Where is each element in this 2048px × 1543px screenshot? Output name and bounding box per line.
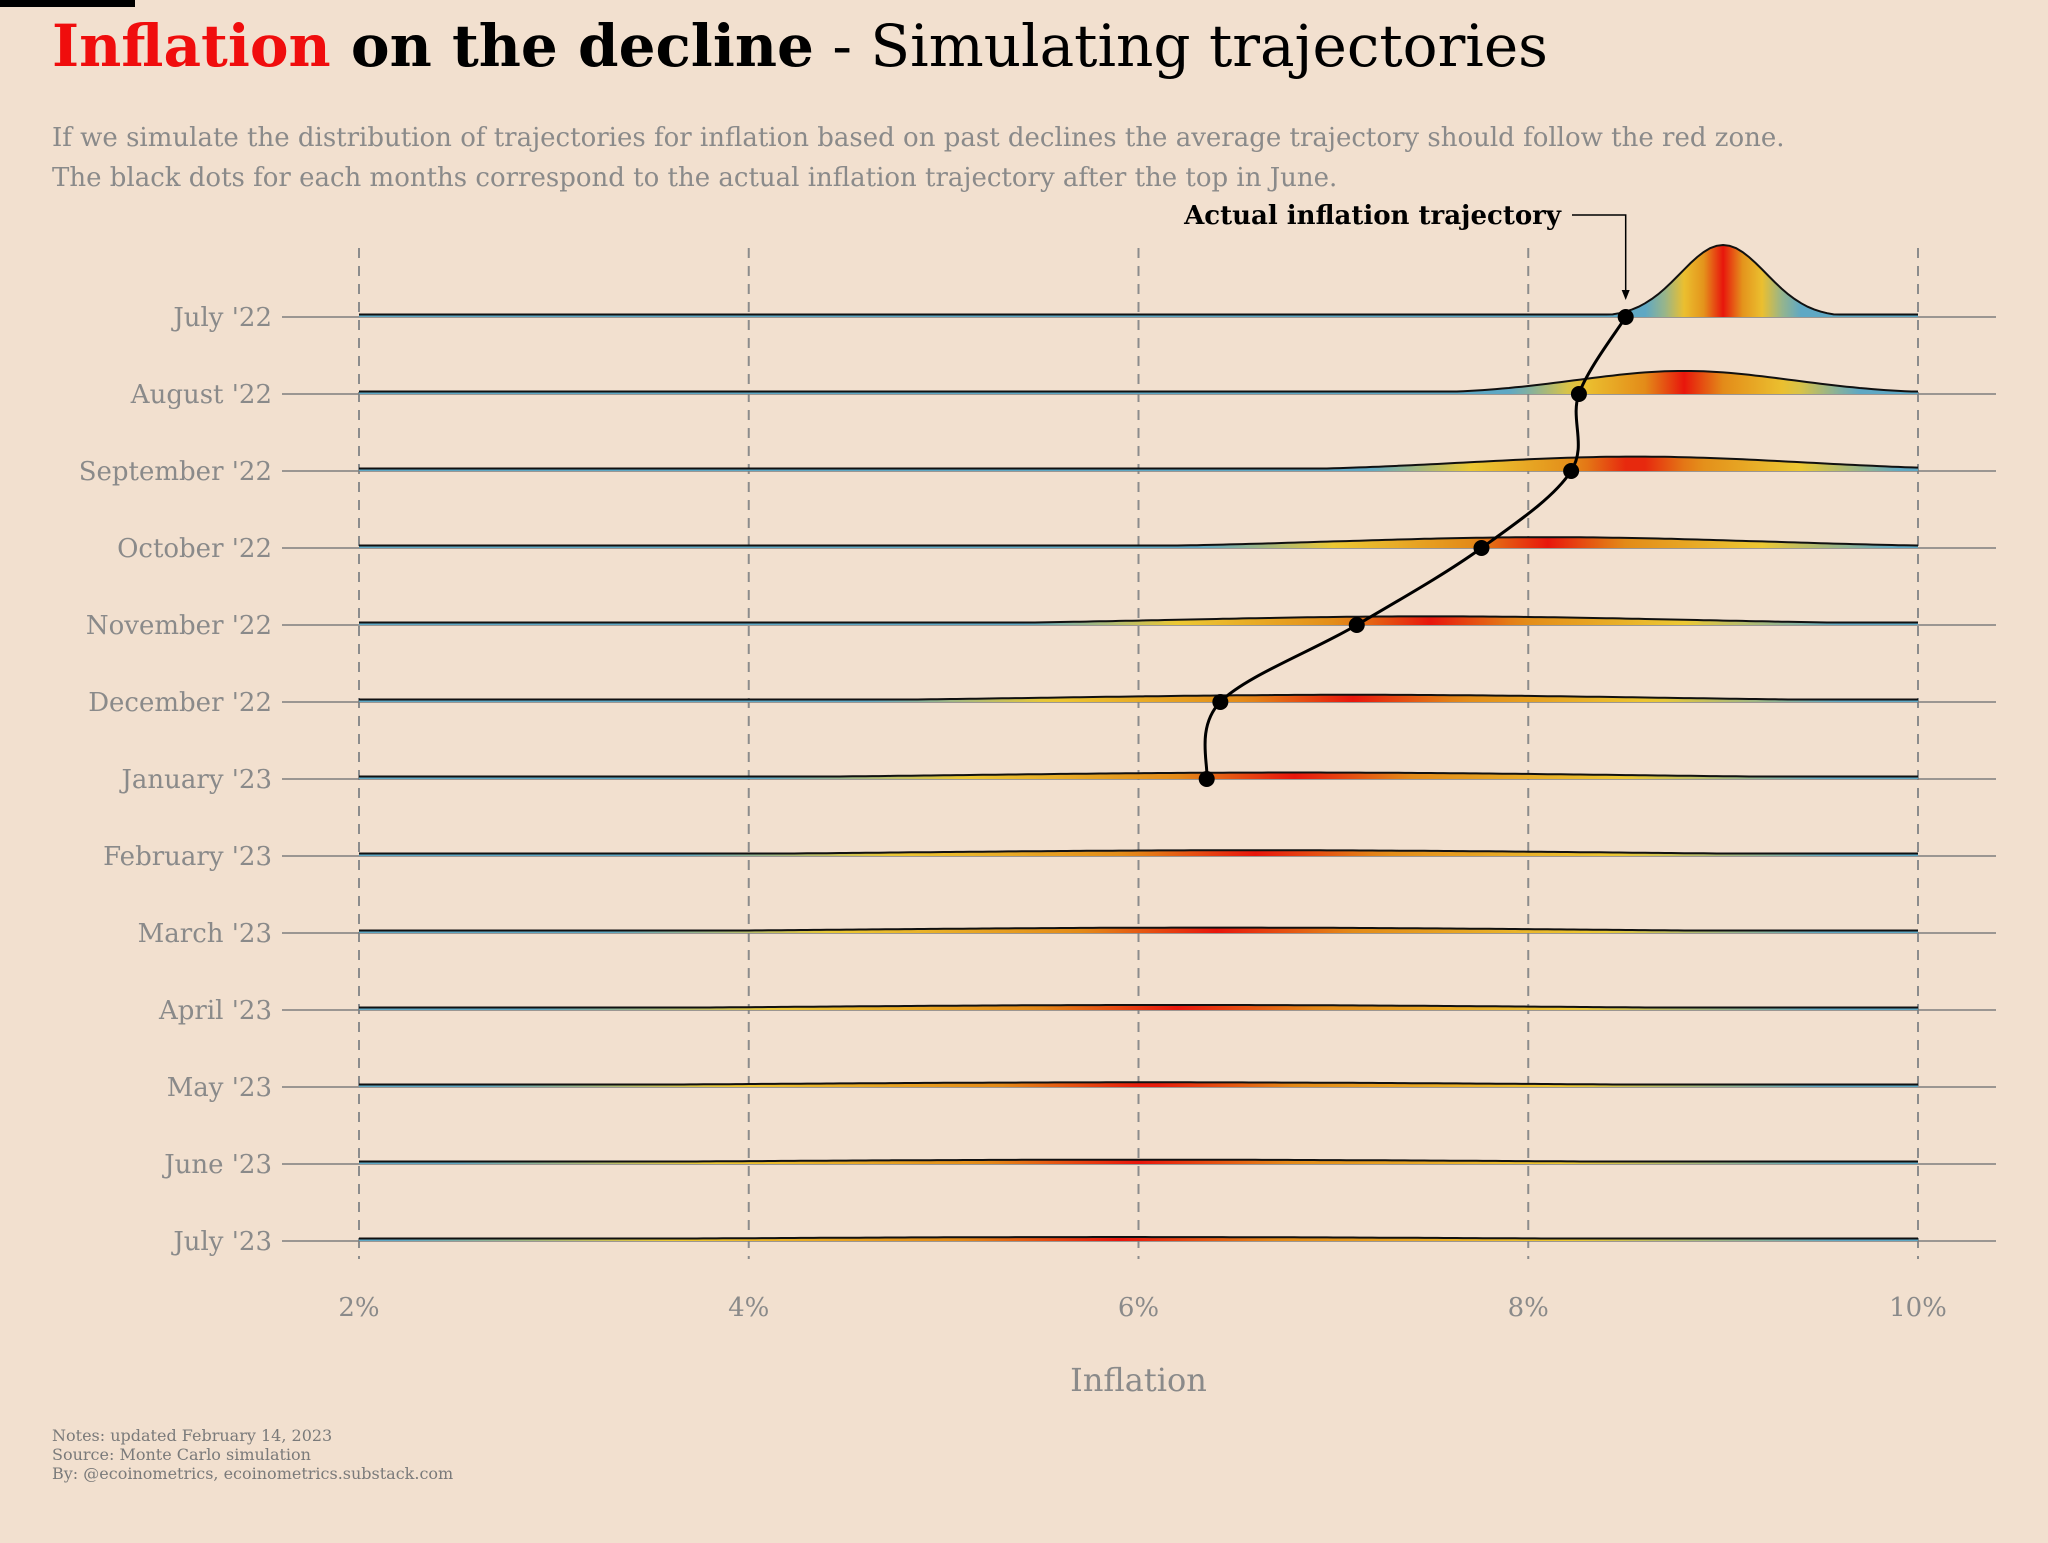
density-fill-11 <box>359 1159 1918 1164</box>
trajectory-point-1 <box>1570 386 1587 402</box>
top-accent-bar <box>0 0 135 7</box>
footer-notes: Notes: updated February 14, 2023 <box>52 1426 333 1445</box>
density-fill-9 <box>359 1005 1918 1010</box>
density-outline-6 <box>359 771 1918 778</box>
row-label-4: November '22 <box>86 611 272 641</box>
density-fill-10 <box>359 1082 1918 1087</box>
density-outline-11 <box>359 1158 1918 1163</box>
page-title: Inflation on the decline - Simulating tr… <box>52 10 1548 82</box>
x-tick-label-2: 6% <box>1118 1293 1159 1323</box>
trajectory-point-3 <box>1473 540 1490 556</box>
row-label-10: May '23 <box>167 1073 272 1103</box>
footer-source: Source: Monte Carlo simulation <box>52 1445 311 1464</box>
row-label-7: February '23 <box>103 842 272 872</box>
footer: Notes: updated February 14, 2023 Source:… <box>52 1426 453 1483</box>
density-outline-1 <box>359 370 1918 393</box>
title-highlight: Inflation <box>52 12 331 80</box>
x-tick-label-0: 2% <box>338 1293 379 1323</box>
row-label-8: March '23 <box>138 919 272 949</box>
trajectory-point-5 <box>1212 694 1229 710</box>
density-outline-3 <box>359 536 1919 547</box>
density-outline-0 <box>359 243 1918 316</box>
annotation-text: Actual inflation trajectory <box>1183 201 1562 231</box>
density-outline-2 <box>359 455 1919 470</box>
density-ridges <box>282 243 1996 1242</box>
x-tick-label-4: 10% <box>1889 1293 1947 1323</box>
density-outline-12 <box>359 1236 1918 1240</box>
row-label-6: January '23 <box>118 765 272 795</box>
row-label-1: August '22 <box>130 380 272 410</box>
subtitle-line-2: The black dots for each months correspon… <box>52 163 1338 193</box>
row-label-11: June '23 <box>161 1150 272 1180</box>
row-label-0: July '22 <box>170 303 272 333</box>
density-fill-12 <box>359 1237 1918 1241</box>
trajectory-point-6 <box>1198 771 1215 787</box>
trajectory-point-2 <box>1563 463 1580 479</box>
title-rest: - Simulating trajectories <box>813 12 1548 80</box>
density-fill-0 <box>359 245 1918 317</box>
density-outline-7 <box>359 849 1918 855</box>
density-fill-1 <box>359 371 1918 394</box>
row-label-12: July '23 <box>170 1227 272 1257</box>
annotation-leader <box>1572 214 1627 294</box>
density-outline-8 <box>359 926 1918 932</box>
density-outline-9 <box>359 1004 1918 1009</box>
density-fill-3 <box>359 537 1918 548</box>
density-outline-4 <box>359 615 1918 624</box>
x-axis: 2% 4% 6% 8% 10% Inflation <box>338 1293 1947 1399</box>
row-label-9: April '23 <box>158 996 272 1026</box>
density-outline-5 <box>359 693 1918 701</box>
row-label-2: September '22 <box>79 457 272 487</box>
trajectory-point-4 <box>1348 617 1365 633</box>
subtitle-line-1: If we simulate the distribution of traje… <box>52 123 1785 153</box>
x-tick-label-1: 4% <box>728 1293 769 1323</box>
density-fill-8 <box>359 927 1918 933</box>
x-axis-label: Inflation <box>1070 1361 1207 1399</box>
row-labels: July '22 August '22 September '22 October '… <box>79 303 272 1257</box>
density-outline-10 <box>359 1081 1918 1086</box>
row-label-5: December '22 <box>88 688 272 718</box>
vertical-grid <box>358 248 1919 1259</box>
annotation: Actual inflation trajectory <box>1183 201 1630 300</box>
actual-trajectory <box>1198 309 1634 787</box>
footer-by: By: @ecoinometrics, ecoinometrics.substa… <box>52 1464 454 1483</box>
x-tick-label-3: 8% <box>1508 1293 1549 1323</box>
annotation-arrowhead <box>1621 290 1630 300</box>
subtitle: If we simulate the distribution of traje… <box>52 118 1785 198</box>
density-fill-7 <box>359 850 1918 856</box>
title-bold: on the decline <box>330 12 814 80</box>
row-label-3: October '22 <box>117 534 272 564</box>
trajectory-point-0 <box>1617 309 1634 325</box>
